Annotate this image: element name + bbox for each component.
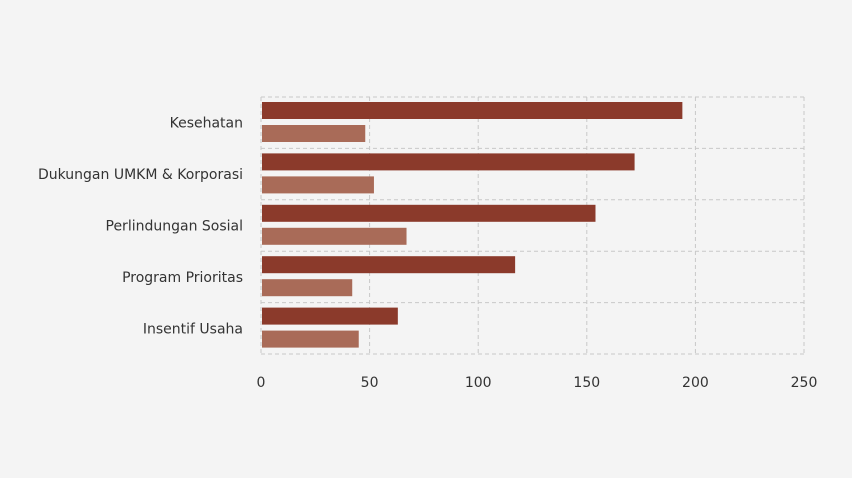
x-tick-label: 200 [682, 375, 709, 391]
bar-1-0 [262, 102, 683, 119]
bar-2-0 [262, 125, 366, 142]
category-label: Program Prioritas [122, 270, 243, 286]
x-axis-ticks: 0 50 100 150 200 250 [257, 375, 818, 391]
category-label: Dukungan UMKM & Korporasi [38, 167, 243, 183]
x-tick-label: 250 [791, 375, 818, 391]
grid [260, 96, 805, 355]
bar-1-4 [262, 307, 398, 325]
bar-2-1 [262, 176, 374, 194]
category-label: Kesehatan [170, 116, 243, 132]
x-tick-label: 100 [465, 375, 492, 391]
x-tick-label: 50 [361, 375, 379, 391]
bar-2-2 [262, 227, 407, 245]
category-label: Perlindungan Sosial [106, 219, 244, 235]
x-tick-label: 150 [573, 375, 600, 391]
category-label: Insentif Usaha [143, 321, 243, 337]
bars [262, 102, 683, 348]
x-tick-label: 0 [257, 375, 266, 391]
bar-2-4 [262, 330, 359, 348]
bar-1-2 [262, 204, 596, 222]
bar-2-3 [262, 279, 353, 297]
category-labels: Kesehatan Dukungan UMKM & Korporasi Perlin… [38, 116, 243, 338]
bar-1-1 [262, 153, 635, 171]
bar-1-3 [262, 256, 516, 274]
